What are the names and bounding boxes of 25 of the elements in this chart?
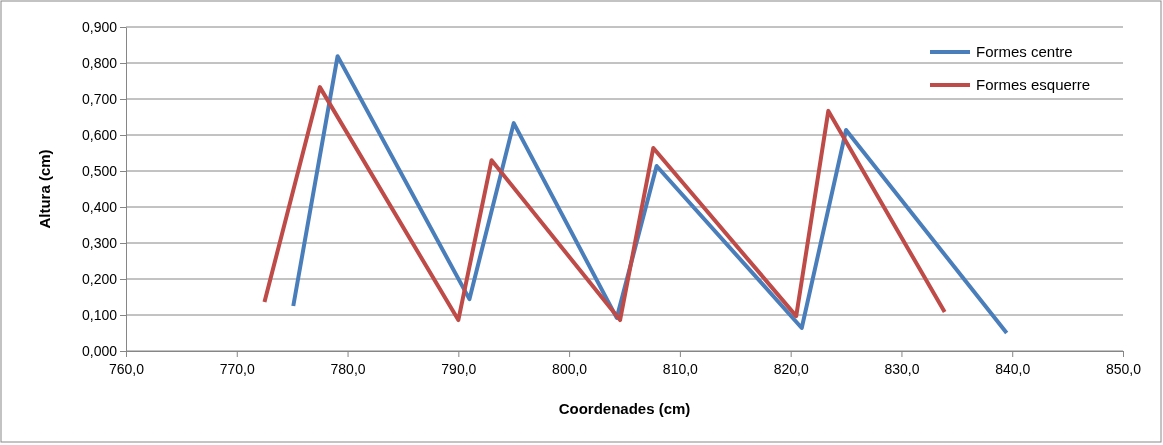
y-tick-label: 0,400 [81, 198, 118, 215]
x-tick-label: 770,0 [219, 361, 255, 377]
y-tick-label: 0,500 [81, 162, 118, 179]
y-tick-label: 0,000 [81, 342, 118, 359]
x-tick-label: 780,0 [330, 361, 366, 377]
legend-label: Formes centre [976, 43, 1073, 60]
y-tick-label: 0,900 [81, 18, 118, 35]
y-tick-label: 0,300 [81, 234, 118, 251]
x-axis-title: Coordenades (cm) [558, 400, 691, 417]
x-tick-label: 820,0 [773, 361, 809, 377]
x-tick-label: 830,0 [884, 361, 920, 377]
x-tick-label: 790,0 [441, 361, 477, 377]
y-tick-label: 0,800 [81, 54, 118, 71]
line-series [262, 85, 947, 323]
x-tick-label: 840,0 [995, 361, 1031, 377]
legend-label: Formes esquerre [976, 76, 1091, 93]
x-tick-label: 810,0 [662, 361, 699, 377]
x-tick-label: 760,0 [108, 361, 145, 377]
y-tick-label: 0,700 [81, 90, 118, 107]
y-tick-label: 0,200 [81, 270, 118, 287]
x-tick-label: 850,0 [1105, 361, 1142, 377]
y-axis-title: Altura (cm) [36, 149, 53, 229]
y-tick-label: 0,100 [81, 306, 118, 323]
y-tick-label: 0,600 [81, 126, 118, 143]
x-tick-label: 800,0 [552, 361, 588, 377]
